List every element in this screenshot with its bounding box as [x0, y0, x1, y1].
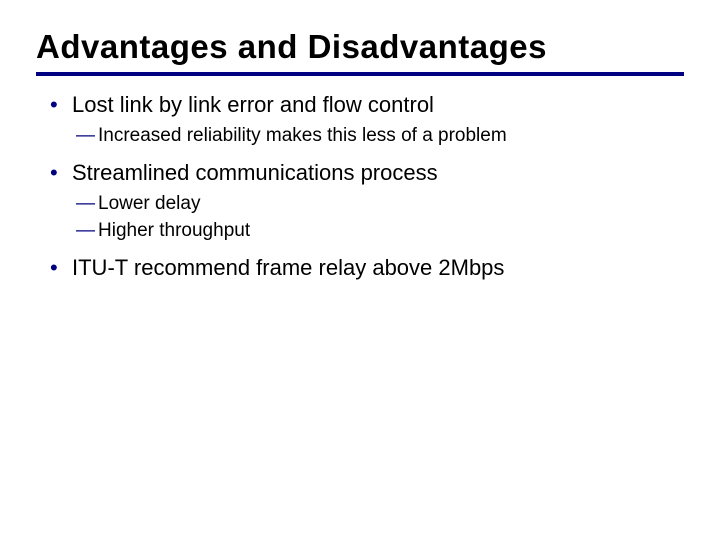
bullet-lvl1: Streamlined communications process — [36, 158, 684, 188]
bullet-lvl2: Lower delay — [36, 192, 684, 217]
bullet-lvl1: Lost link by link error and flow control — [36, 90, 684, 120]
bullet-list: Lost link by link error and flow control… — [36, 90, 684, 283]
bullet-lvl1: ITU-T recommend frame relay above 2Mbps — [36, 253, 684, 283]
slide-container: Advantages and Disadvantages Lost link b… — [0, 0, 720, 540]
slide-title: Advantages and Disadvantages — [36, 28, 684, 76]
bullet-lvl2: Higher throughput — [36, 219, 684, 244]
bullet-lvl2: Increased reliability makes this less of… — [36, 124, 684, 149]
